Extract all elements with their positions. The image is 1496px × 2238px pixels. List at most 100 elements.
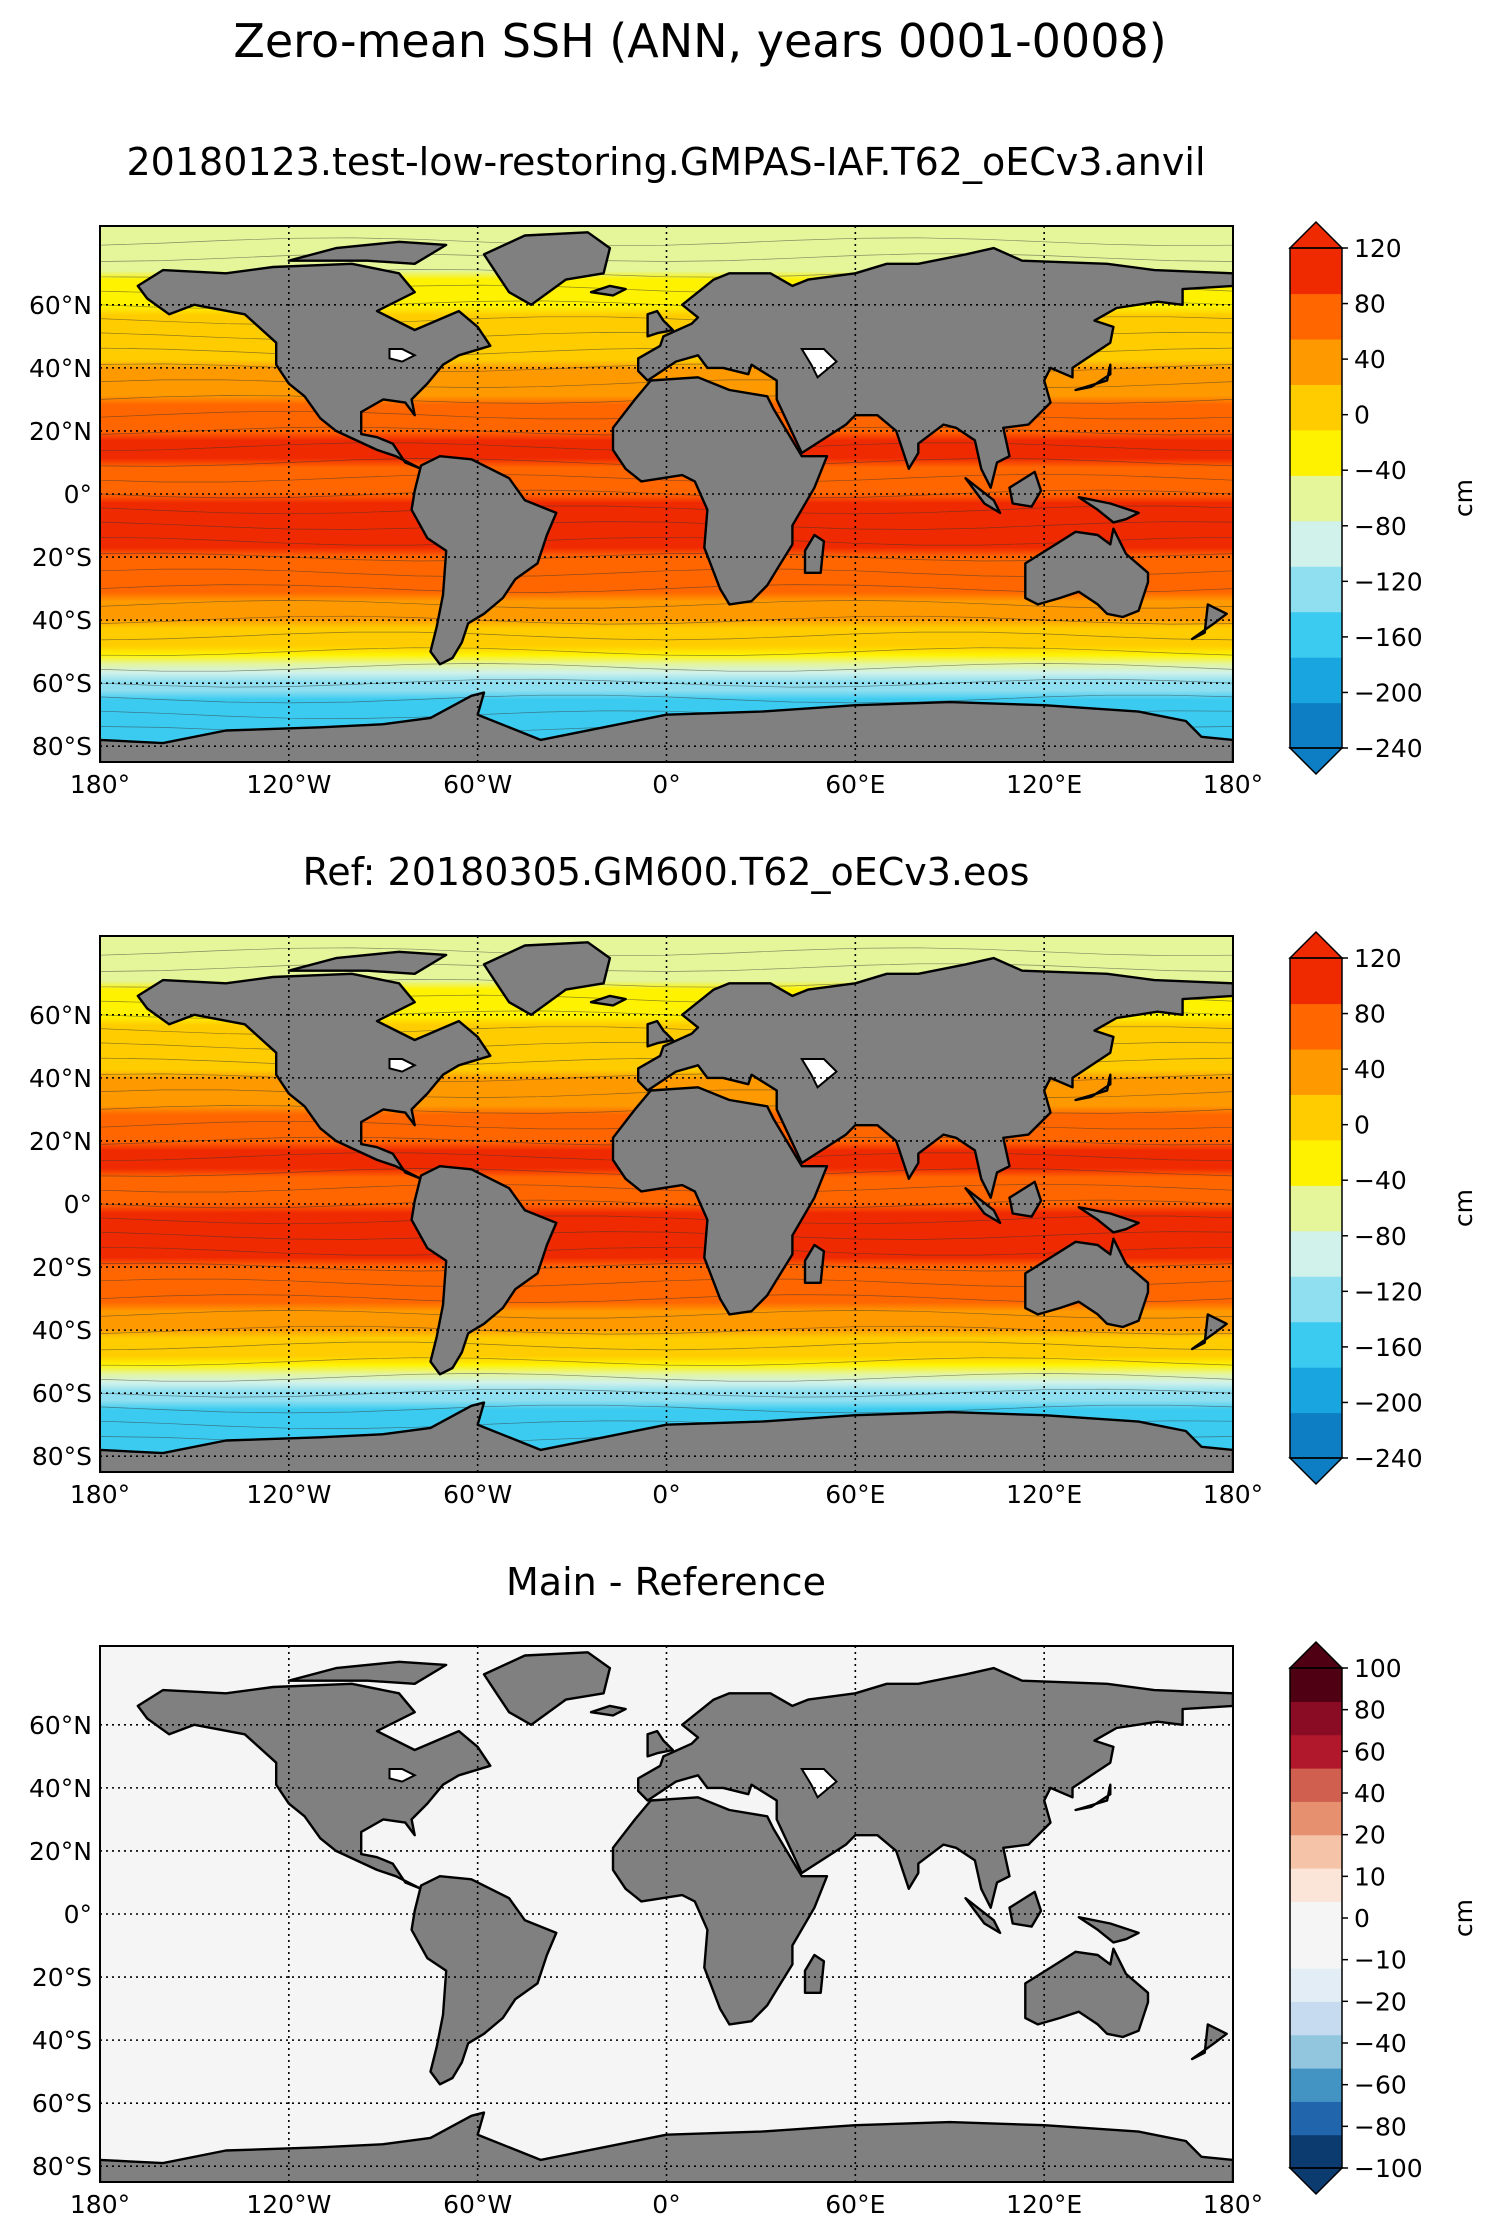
colorbar-swatch: [1290, 1834, 1342, 1869]
x-tick-label: 60°W: [443, 1480, 512, 1509]
land-new-zealand: [1190, 2023, 1228, 2061]
land-great-britain: [646, 1019, 674, 1048]
land-new-zealand: [1190, 603, 1228, 641]
x-tick-label: 60°W: [443, 2190, 512, 2219]
x-tick-label: 120°W: [246, 1480, 331, 1509]
colorbar-swatch: [1290, 1734, 1342, 1769]
colorbar-tick-label: 40: [1354, 345, 1386, 374]
contour-line: [100, 1404, 1233, 1414]
lake-0: [800, 1058, 838, 1089]
colorbar-tick-label: −120: [1354, 567, 1423, 596]
lake-1: [388, 348, 417, 363]
colorbar-tick-label: −160: [1354, 623, 1423, 652]
y-tick-label: 0°: [64, 1190, 92, 1219]
land-canadian-islands: [287, 240, 448, 265]
land-africa: [611, 1796, 829, 2026]
x-tick-label: 120°E: [1006, 1480, 1082, 1509]
contour-line: [100, 505, 1233, 515]
colorbar-swatch: [1290, 429, 1342, 476]
colorbar-tick-label: −100: [1354, 2154, 1423, 2183]
land-north-america: [136, 262, 492, 471]
colorbar-tick-label: 10: [1354, 1862, 1386, 1891]
colorbar-swatch: [1290, 2001, 1342, 2036]
x-tick-label: 120°E: [1006, 770, 1082, 799]
land-great-britain: [646, 1729, 674, 1758]
colorbar-frame: [1289, 247, 1343, 749]
y-tick-label: 80°S: [32, 1442, 92, 1471]
land-greenland: [482, 941, 612, 1017]
colorbar-tick-label: −160: [1354, 1333, 1423, 1362]
land-south-america: [410, 1874, 558, 2086]
colorbar-tick-label: 120: [1354, 234, 1402, 263]
lake-0: [800, 348, 838, 379]
colorbar-extend-max: [1288, 1640, 1344, 1669]
contour-line: [100, 237, 1233, 247]
land-antarctica: [100, 691, 1233, 762]
y-tick-label: 20°S: [32, 1963, 92, 1992]
contour-line: [100, 694, 1233, 704]
colorbar-tick-label: −20: [1354, 1987, 1407, 2016]
colorbar-swatch: [1290, 702, 1342, 749]
x-tick-label: 0°: [652, 1480, 680, 1509]
land-greenland: [482, 1651, 612, 1727]
colorbar-swatch: [1290, 1968, 1342, 2002]
colorbar-swatch: [1290, 2034, 1342, 2069]
contour-line: [100, 963, 1233, 972]
land-australia: [1024, 1947, 1150, 2039]
y-tick-label: 60°N: [29, 1711, 92, 1740]
colorbar-tick-label: −40: [1354, 2029, 1407, 2058]
land-south-america: [410, 1164, 558, 1376]
contour-line: [100, 1231, 1233, 1240]
colorbar-swatch: [1290, 1276, 1342, 1323]
land-antarctica: [100, 1401, 1233, 1472]
land-iceland: [589, 284, 627, 297]
land-new-zealand: [1190, 1313, 1228, 1351]
colorbar-tick-label: 100: [1354, 1654, 1402, 1683]
x-tick-label: 60°W: [443, 770, 512, 799]
colorbar-swatch: [1290, 1668, 1342, 1702]
y-tick-label: 60°N: [29, 1001, 92, 1030]
colorbar-swatch: [1290, 2101, 1342, 2136]
land-borneo: [1008, 1180, 1043, 1218]
contour-line: [100, 253, 1233, 262]
land-japan: [1074, 1073, 1112, 1102]
panel-2-title: Ref: 20180305.GM600.T62_oECv3.eos: [302, 850, 1030, 894]
land-africa: [611, 376, 829, 606]
colorbar-swatch: [1290, 2068, 1342, 2102]
contour-line: [100, 947, 1233, 957]
contour-line: [100, 1310, 1233, 1319]
y-tick-label: 40°N: [29, 1064, 92, 1093]
contour-line: [100, 663, 1233, 672]
y-tick-label: 60°S: [32, 2089, 92, 2118]
colorbar-tick-label: −240: [1354, 734, 1423, 763]
colorbar-extend-max: [1288, 930, 1344, 959]
land-borneo: [1008, 470, 1043, 508]
land-north-america: [136, 972, 492, 1181]
contour-line: [100, 1246, 1233, 1256]
y-tick-label: 80°S: [32, 2152, 92, 2181]
contour-line: [100, 615, 1233, 625]
land-madagascar: [803, 1243, 826, 1284]
panel-3-title: Main - Reference: [506, 1560, 826, 1604]
contour-line: [100, 1373, 1233, 1382]
land-new-guinea: [1077, 496, 1140, 524]
map-frame: [99, 1645, 1234, 2183]
colorbar-swatch: [1290, 1934, 1342, 1969]
y-tick-label: 40°S: [32, 606, 92, 635]
colorbar-swatch: [1290, 293, 1342, 340]
colorbar-frame: [1289, 957, 1343, 1459]
colorbar-tick-label: −120: [1354, 1277, 1423, 1306]
colorbar-swatch: [1290, 1901, 1342, 1936]
y-tick-label: 60°N: [29, 291, 92, 320]
colorbar-swatch: [1290, 1321, 1342, 1368]
land-sumatra: [964, 477, 1002, 515]
land-canadian-islands: [287, 950, 448, 975]
x-tick-label: 60°E: [825, 2190, 885, 2219]
land-madagascar: [803, 533, 826, 574]
colorbar-swatch: [1290, 475, 1342, 522]
colorbar-tick-label: 0: [1354, 1904, 1370, 1933]
x-tick-label: 120°W: [246, 770, 331, 799]
colorbar-swatch: [1290, 1094, 1342, 1141]
lake-1: [388, 1058, 417, 1073]
contour-line: [100, 536, 1233, 546]
